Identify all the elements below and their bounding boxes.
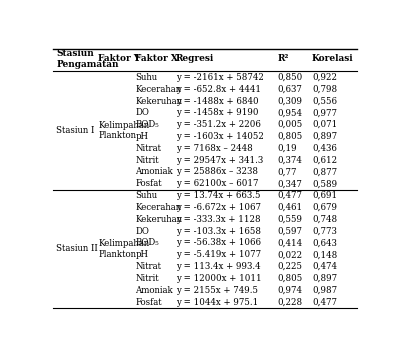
Text: Fosfat: Fosfat (135, 179, 162, 188)
Text: 0,477: 0,477 (312, 297, 337, 306)
Text: 0,556: 0,556 (312, 97, 337, 105)
Text: y = 113.4x + 993.4: y = 113.4x + 993.4 (176, 262, 260, 271)
Text: Suhu: Suhu (135, 191, 157, 200)
Text: 0,954: 0,954 (278, 108, 303, 117)
Text: BOD₅: BOD₅ (135, 238, 159, 247)
Text: Fosfat: Fosfat (135, 297, 162, 306)
Text: y = -652.8x + 4441: y = -652.8x + 4441 (176, 85, 260, 94)
Text: 0,897: 0,897 (312, 274, 337, 283)
Text: 0,461: 0,461 (278, 203, 303, 212)
Text: Faktor Y: Faktor Y (98, 54, 140, 64)
Text: DO: DO (135, 108, 149, 117)
Text: Stasiun I: Stasiun I (56, 126, 94, 135)
Text: Stasiun
Pengamatan: Stasiun Pengamatan (56, 49, 119, 68)
Text: y = 13.74x + 663.5: y = 13.74x + 663.5 (176, 191, 260, 200)
Text: 0,643: 0,643 (312, 238, 337, 247)
Text: y = 12000x + 1011: y = 12000x + 1011 (176, 274, 261, 283)
Text: y = 2155x + 749.5: y = 2155x + 749.5 (176, 286, 258, 295)
Text: Kekeruhan: Kekeruhan (135, 215, 182, 224)
Text: 0,228: 0,228 (278, 297, 303, 306)
Text: 0,77: 0,77 (278, 168, 297, 177)
Text: y = -351.2x + 2206: y = -351.2x + 2206 (176, 120, 260, 129)
Text: 0,414: 0,414 (278, 238, 303, 247)
Text: Suhu: Suhu (135, 73, 157, 82)
Text: 0,679: 0,679 (312, 203, 337, 212)
Text: 0,798: 0,798 (312, 85, 337, 94)
Text: 0,922: 0,922 (312, 73, 337, 82)
Text: y = -1603x + 14052: y = -1603x + 14052 (176, 132, 264, 141)
Text: 0,559: 0,559 (278, 215, 303, 224)
Text: Kekeruhan: Kekeruhan (135, 97, 182, 105)
Text: Nitrit: Nitrit (135, 156, 159, 165)
Text: 0,477: 0,477 (278, 191, 303, 200)
Text: y = -56.38x + 1066: y = -56.38x + 1066 (176, 238, 260, 247)
Text: Kecerahan: Kecerahan (135, 203, 181, 212)
Text: 0,148: 0,148 (312, 250, 337, 259)
Text: 0,987: 0,987 (312, 286, 337, 295)
Text: Regresi: Regresi (176, 54, 214, 64)
Text: y = 29547x + 341.3: y = 29547x + 341.3 (176, 156, 263, 165)
Text: y = -1488x + 6840: y = -1488x + 6840 (176, 97, 258, 105)
Text: 0,474: 0,474 (312, 262, 337, 271)
Text: y = 62100x – 6017: y = 62100x – 6017 (176, 179, 258, 188)
Text: y = 1044x + 975.1: y = 1044x + 975.1 (176, 297, 258, 306)
Text: 0,612: 0,612 (312, 156, 337, 165)
Text: 0,071: 0,071 (312, 120, 337, 129)
Text: 0,022: 0,022 (278, 250, 303, 259)
Text: 0,309: 0,309 (278, 97, 303, 105)
Text: Nitrat: Nitrat (135, 262, 161, 271)
Text: Amoniak: Amoniak (135, 286, 173, 295)
Text: DO: DO (135, 227, 149, 236)
Text: y = -333.3x + 1128: y = -333.3x + 1128 (176, 215, 260, 224)
Text: 0,589: 0,589 (312, 179, 337, 188)
Text: R²: R² (278, 54, 289, 64)
Text: 0,748: 0,748 (312, 215, 337, 224)
Text: 0,374: 0,374 (278, 156, 303, 165)
Text: 0,225: 0,225 (278, 262, 303, 271)
Text: y = -5.419x + 1077: y = -5.419x + 1077 (176, 250, 261, 259)
Text: Amoniak: Amoniak (135, 168, 173, 177)
Text: pH: pH (135, 250, 148, 259)
Text: Korelasi: Korelasi (312, 54, 354, 64)
Text: 0,850: 0,850 (278, 73, 303, 82)
Text: 0,877: 0,877 (312, 168, 337, 177)
Text: y = 25886x – 3238: y = 25886x – 3238 (176, 168, 258, 177)
Text: 0,773: 0,773 (312, 227, 337, 236)
Text: pH: pH (135, 132, 148, 141)
Text: 0,19: 0,19 (278, 144, 298, 153)
Text: Kelimpahan
Plankton: Kelimpahan Plankton (98, 239, 149, 259)
Text: 0,637: 0,637 (278, 85, 303, 94)
Text: 0,977: 0,977 (312, 108, 337, 117)
Text: Nitrat: Nitrat (135, 144, 161, 153)
Text: 0,805: 0,805 (278, 132, 303, 141)
Text: Kecerahan: Kecerahan (135, 85, 181, 94)
Text: BOD₅: BOD₅ (135, 120, 159, 129)
Text: Faktor X: Faktor X (135, 54, 178, 64)
Text: y = -2161x + 58742: y = -2161x + 58742 (176, 73, 264, 82)
Text: 0,347: 0,347 (278, 179, 303, 188)
Text: 0,005: 0,005 (278, 120, 303, 129)
Text: 0,897: 0,897 (312, 132, 337, 141)
Text: y = -1458x + 9190: y = -1458x + 9190 (176, 108, 258, 117)
Text: y = 7168x – 2448: y = 7168x – 2448 (176, 144, 252, 153)
Text: 0,974: 0,974 (278, 286, 303, 295)
Text: 0,436: 0,436 (312, 144, 337, 153)
Text: 0,597: 0,597 (278, 227, 303, 236)
Text: 0,691: 0,691 (312, 191, 337, 200)
Text: Nitrit: Nitrit (135, 274, 159, 283)
Text: y = -6.672x + 1067: y = -6.672x + 1067 (176, 203, 260, 212)
Text: Stasiun II: Stasiun II (56, 244, 98, 253)
Text: 0,805: 0,805 (278, 274, 303, 283)
Text: y = -103.3x + 1658: y = -103.3x + 1658 (176, 227, 260, 236)
Text: Kelimpahan
Plankton: Kelimpahan Plankton (98, 121, 149, 140)
